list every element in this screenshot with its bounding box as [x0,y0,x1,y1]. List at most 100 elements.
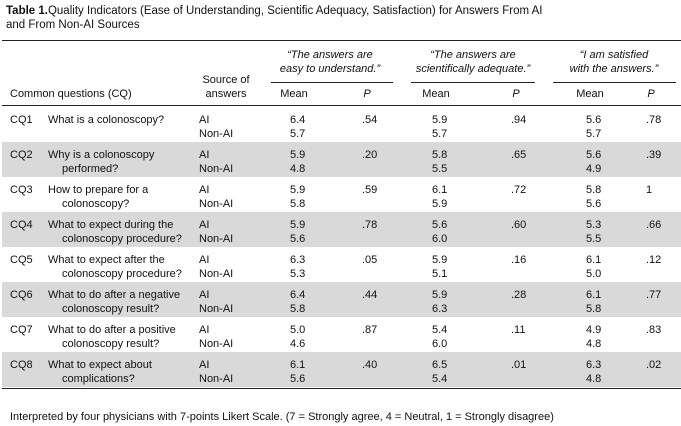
answer-source: AI [199,254,210,266]
column-header: P [512,88,520,100]
p-value: .16 [511,254,527,266]
group-header: with the answers.” [569,63,659,75]
column-header: Mean [280,88,308,100]
p-value: .66 [646,219,662,231]
answer-source: AI [199,114,210,126]
mean-value: 5.6 [432,219,448,231]
question-text: Why is a colonoscopy [48,149,155,161]
mean-value: 4.9 [586,163,602,175]
mean-value: 5.9 [290,149,306,161]
mean-value: 5.8 [432,149,448,161]
mean-value: 5.7 [290,128,306,140]
mean-value: 6.0 [432,338,448,350]
rule [2,40,681,41]
question-text: What to do after a positive [48,324,176,336]
question-text: colonoscopy procedure? [62,268,182,280]
p-value: .40 [362,359,378,371]
question-text: What to expect about [48,359,152,371]
p-value: .78 [362,219,378,231]
mean-value: 4.8 [586,373,602,385]
answer-source: AI [199,324,210,336]
mean-value: 6.1 [290,359,306,371]
mean-value: 5.6 [586,114,602,126]
answer-source: AI [199,184,210,196]
mean-value: 4.9 [586,324,602,336]
mean-value: 5.3 [290,268,306,280]
mean-value: 6.1 [432,184,448,196]
mean-value: 5.3 [586,219,602,231]
mean-value: 6.4 [290,289,306,301]
row-shade [2,212,681,247]
p-value: .02 [646,359,662,371]
mean-value: 5.5 [432,163,448,175]
rule [553,82,676,83]
mean-value: 5.6 [290,233,306,245]
mean-value: 5.8 [290,303,306,315]
answer-source: Non-AI [199,128,234,140]
p-value: .11 [511,324,526,336]
mean-value: 5.0 [290,324,306,336]
p-value: .60 [511,219,527,231]
mean-value: 5.4 [432,324,448,336]
mean-value: 5.7 [586,128,602,140]
mean-value: 6.3 [586,359,602,371]
mean-value: 5.9 [432,198,448,210]
p-value: .59 [362,184,378,196]
answer-source: Non-AI [199,198,234,210]
mean-value: 5.1 [432,268,448,280]
question-id: CQ2 [10,149,33,161]
mean-value: 5.9 [432,254,448,266]
p-value: .01 [511,359,527,371]
rule [271,82,393,83]
answer-source: AI [199,289,210,301]
mean-value: 4.8 [290,163,306,175]
table-caption: Table 1.Quality Indicators (Ease of Unde… [6,4,546,32]
p-value: .94 [511,114,527,126]
answer-source: Non-AI [199,373,234,385]
p-value: .77 [646,289,662,301]
mean-value: 5.8 [586,303,602,315]
mean-value: 6.4 [290,114,306,126]
group-header: “The answers are [287,49,373,61]
mean-value: 6.0 [432,233,448,245]
p-value: .87 [362,324,378,336]
column-header: Mean [576,88,604,100]
row-shade [2,282,681,317]
mean-value: 5.9 [290,184,306,196]
question-text: colonoscopy result? [62,338,160,350]
question-text: What to expect after the [48,254,165,266]
question-text: How to prepare for a [48,184,149,196]
question-text: colonoscopy result? [62,303,160,315]
question-text: complications? [62,373,135,385]
footnote: Interpreted by four physicians with 7-po… [10,411,554,423]
mean-value: 5.6 [586,149,602,161]
answer-source: Non-AI [199,268,234,280]
question-id: CQ5 [10,254,33,266]
p-value: .54 [362,114,378,126]
p-value: .44 [362,289,378,301]
mean-value: 5.9 [432,289,448,301]
column-header: P [363,88,371,100]
mean-value: 5.9 [432,114,448,126]
answer-source: Non-AI [199,163,234,175]
mean-value: 6.1 [586,254,602,266]
question-id: CQ8 [10,359,33,371]
mean-value: 5.6 [290,373,306,385]
rule [411,82,535,83]
question-id: CQ6 [10,289,33,301]
rule [2,105,681,106]
mean-value: 4.8 [586,338,602,350]
column-header: Common questions (CQ) [10,88,132,100]
question-text: What is a colonoscopy? [48,114,165,126]
mean-value: 5.8 [290,198,306,210]
p-value: .12 [646,254,662,266]
answer-source: Non-AI [199,233,234,245]
p-value: .65 [511,149,527,161]
question-id: CQ7 [10,324,33,336]
p-value: .78 [646,114,662,126]
mean-value: 5.6 [586,198,602,210]
mean-value: 5.4 [432,373,448,385]
answer-source: AI [199,149,210,161]
question-text: What to expect during the [48,219,174,231]
